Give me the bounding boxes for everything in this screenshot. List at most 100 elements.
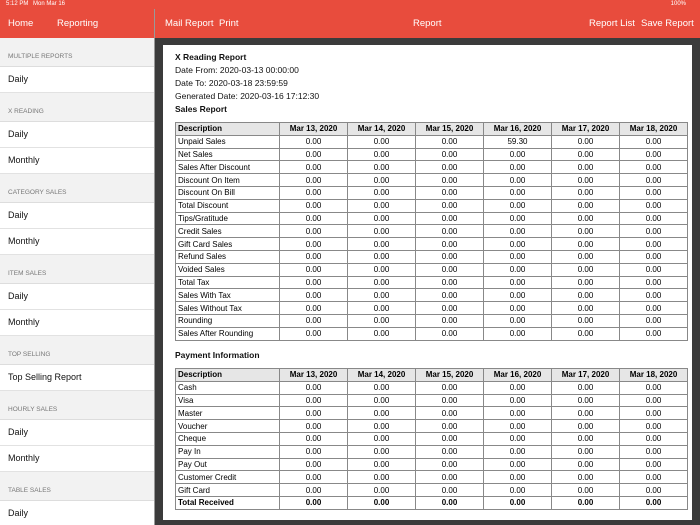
report-table: Description Mar 13, 2020 Mar 14, 2020 Mar 1…	[175, 368, 688, 510]
cell: 0.00	[483, 262, 552, 277]
menu-item[interactable]: Monthly	[0, 446, 154, 472]
table-row: Total Tax 0.00 0.00 0.00 0.00 0.00 0.00	[175, 275, 688, 290]
cell: 0.00	[483, 147, 552, 162]
menu-item[interactable]: Daily	[0, 501, 154, 525]
cell: 59.30	[483, 134, 552, 149]
table-row: Cash 0.00 0.00 0.00 0.00 0.00 0.00	[175, 380, 688, 395]
cell: 0.00	[279, 275, 348, 290]
toolbar: Mail Report Print Report Report List Sav…	[155, 9, 700, 38]
cell: Sales With Tax	[175, 288, 280, 303]
cell: 0.00	[619, 431, 688, 446]
column-header: Mar 18, 2020	[619, 122, 688, 136]
cell: 0.00	[415, 224, 484, 239]
cell: Refund Sales	[175, 249, 280, 264]
time: 5:12 PM	[6, 1, 29, 7]
cell: 0.00	[483, 326, 552, 341]
cell: 0.00	[619, 275, 688, 290]
menu-item[interactable]: Daily	[0, 203, 154, 229]
header-row: Description Mar 13, 2020 Mar 14, 2020 Mar 1…	[175, 122, 688, 136]
cell: 0.00	[619, 173, 688, 187]
report-list-button[interactable]: Report List	[589, 18, 635, 29]
cell: Gift Card Sales	[175, 237, 280, 251]
cell: 0.00	[279, 237, 348, 251]
cell: 0.00	[483, 470, 552, 485]
cell: 0.00	[279, 495, 348, 510]
print-button[interactable]: Print	[219, 18, 239, 29]
home-button[interactable]: Home	[8, 18, 34, 29]
cell: 0.00	[347, 224, 416, 239]
table-row: Gift Card Sales 0.00 0.00 0.00 0.00 0.00 0.00	[175, 237, 688, 251]
cell: 0.00	[279, 380, 348, 395]
cell: 0.00	[483, 457, 552, 472]
menu-item[interactable]: Daily	[0, 420, 154, 446]
cell: Credit Sales	[175, 224, 280, 239]
cell: Tips/Gratitude	[175, 211, 280, 226]
cell: 0.00	[279, 224, 348, 239]
cell: Visa	[175, 393, 280, 408]
column-header: Mar 16, 2020	[483, 368, 552, 382]
mail-report-button[interactable]: Mail Report	[165, 18, 214, 29]
cell: 0.00	[551, 431, 620, 446]
cell: 0.00	[551, 224, 620, 239]
cell: 0.00	[415, 211, 484, 226]
save-report-button[interactable]: Save Report	[641, 18, 694, 29]
table-row: Cheque 0.00 0.00 0.00 0.00 0.00 0.00	[175, 431, 688, 446]
cell: 0.00	[483, 185, 552, 200]
cell: 0.00	[415, 275, 484, 290]
cell: 0.00	[347, 406, 416, 421]
column-header: Mar 15, 2020	[415, 368, 484, 382]
cell: 0.00	[483, 419, 552, 433]
cell: 0.00	[415, 134, 484, 149]
menu-item[interactable]: Monthly	[0, 310, 154, 336]
cell: Total Received	[175, 495, 280, 510]
cell: 0.00	[483, 288, 552, 303]
cell: 0.00	[415, 237, 484, 251]
cell: 0.00	[415, 457, 484, 472]
cell: 0.00	[551, 495, 620, 510]
menu-item[interactable]: Daily	[0, 122, 154, 148]
cell: 0.00	[551, 393, 620, 408]
cell: 0.00	[551, 313, 620, 328]
cell: 0.00	[279, 147, 348, 162]
cell: 0.00	[347, 160, 416, 175]
menu-item[interactable]: Top Selling Report	[0, 365, 154, 391]
table-row: Credit Sales 0.00 0.00 0.00 0.00 0.00 0.00	[175, 224, 688, 239]
cell: 0.00	[347, 313, 416, 328]
cell: 0.00	[619, 185, 688, 200]
cell: 0.00	[415, 495, 484, 510]
section-header: X READING	[0, 93, 154, 122]
cell: 0.00	[347, 431, 416, 446]
cell: 0.00	[619, 147, 688, 162]
cell: 0.00	[551, 237, 620, 251]
cell: Total Tax	[175, 275, 280, 290]
menu-item[interactable]: Monthly	[0, 148, 154, 174]
menu-item[interactable]: Daily	[0, 284, 154, 310]
table-row: Pay In 0.00 0.00 0.00 0.00 0.00 0.00	[175, 444, 688, 459]
cell: 0.00	[415, 419, 484, 433]
cell: 0.00	[483, 301, 552, 315]
cell: 0.00	[551, 326, 620, 341]
cell: 0.00	[483, 406, 552, 421]
cell: Sales Without Tax	[175, 301, 280, 315]
cell: 0.00	[619, 237, 688, 251]
menu-item[interactable]: Daily	[0, 67, 154, 93]
cell: 0.00	[619, 160, 688, 175]
report-title: X Reading Report	[175, 52, 247, 62]
cell: 0.00	[551, 470, 620, 485]
cell: 0.00	[279, 160, 348, 175]
cell: 0.00	[483, 431, 552, 446]
menu-item[interactable]: Monthly	[0, 229, 154, 255]
cell: 0.00	[415, 262, 484, 277]
cell: Sales After Discount	[175, 160, 280, 175]
cell: 0.00	[551, 483, 620, 497]
column-header: Description	[175, 122, 280, 136]
cell: 0.00	[619, 444, 688, 459]
cell: 0.00	[619, 288, 688, 303]
cell: 0.00	[347, 173, 416, 187]
cell: 0.00	[279, 457, 348, 472]
date: Mon Mar 16	[33, 1, 66, 7]
cell: 0.00	[347, 326, 416, 341]
cell: 0.00	[483, 483, 552, 497]
table-row: Discount On Item 0.00 0.00 0.00 0.00 0.00 0.00	[175, 173, 688, 187]
cell: 0.00	[551, 173, 620, 187]
